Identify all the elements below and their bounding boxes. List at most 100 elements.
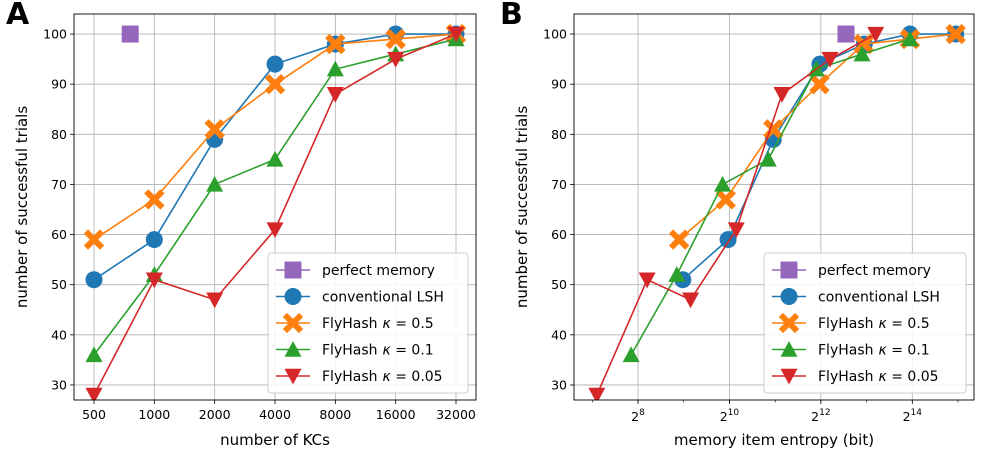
point-fh005 <box>85 387 103 400</box>
point-fh005 <box>638 272 656 289</box>
x-tick-label: 210 <box>720 408 740 424</box>
panel-letter-b: B <box>500 0 523 32</box>
x-axis-label: memory item entropy (bit) <box>674 431 874 449</box>
point-fh005 <box>821 51 839 68</box>
y-tick-label: 40 <box>551 327 567 342</box>
point-fh05 <box>204 119 225 140</box>
point-fh005 <box>145 272 163 289</box>
legend-marker-fh01 <box>780 341 798 357</box>
legend: perfect memory conventional LSH FlyHash κ =… <box>267 252 469 394</box>
y-tick-label: 60 <box>51 227 67 242</box>
x-axis-label: number of KCs <box>220 431 330 449</box>
panel-letter-a: A <box>6 0 30 32</box>
point-fh01 <box>901 30 919 47</box>
point-fh05 <box>715 189 736 210</box>
y-axis-label: number of successful trials <box>513 106 531 309</box>
point-perfect <box>837 25 855 43</box>
x-tick-label: 2000 <box>199 407 231 422</box>
legend-marker-perfect <box>284 261 302 279</box>
legend-label: FlyHash κ = 0.05 <box>818 369 939 385</box>
y-tick-label: 40 <box>51 327 67 342</box>
point-fh05 <box>264 74 286 95</box>
y-tick-label: 70 <box>551 177 567 192</box>
y-tick-label: 80 <box>51 127 67 142</box>
point-fh005 <box>773 86 791 103</box>
point-fh01 <box>622 346 640 363</box>
legend-marker-fh01 <box>284 341 302 357</box>
legend-item-fh05: FlyHash κ = 0.5 <box>276 312 434 334</box>
legend-item-conventional: conventional LSH <box>276 288 444 306</box>
x-tick-label: 32000 <box>436 407 476 422</box>
y-tick-label: 70 <box>51 177 67 192</box>
point-fh005 <box>206 292 224 309</box>
legend-marker-fh05 <box>778 312 800 334</box>
point-conventional <box>266 55 284 73</box>
point-fh05 <box>668 229 690 250</box>
point-fh01 <box>853 45 871 62</box>
chart-panel-a: 30 40 50 60 70 80 90 100 500 1000 2000 4000 8000 1600… <box>13 13 477 449</box>
point-fh05 <box>809 74 830 95</box>
legend: perfect memory conventional LSH FlyHash κ =… <box>763 252 967 394</box>
point-fh01 <box>326 60 344 77</box>
point-fh01 <box>85 346 103 363</box>
point-conventional <box>145 231 163 249</box>
point-conventional <box>85 271 103 289</box>
point-fh005 <box>387 51 405 68</box>
legend-item-perfect: perfect memory <box>772 261 931 279</box>
y-tick-label: 30 <box>551 377 567 392</box>
x-tick-label: 16000 <box>376 407 416 422</box>
point-fh005 <box>727 222 745 239</box>
point-fh005 <box>326 86 344 103</box>
point-fh01 <box>266 150 284 167</box>
point-fh005 <box>266 222 284 239</box>
point-fh01 <box>668 266 686 282</box>
axes-frame <box>73 13 477 401</box>
legend-item-fh005: FlyHash κ = 0.05 <box>772 368 939 385</box>
x-tick-label: 1000 <box>138 407 170 422</box>
point-fh005 <box>447 26 465 43</box>
legend-item-perfect: perfect memory <box>276 261 435 279</box>
y-tick-label: 90 <box>51 77 67 92</box>
point-fh005 <box>867 26 885 43</box>
x-tick-label: 214 <box>903 408 923 424</box>
y-tick-label: 50 <box>551 277 567 292</box>
axes-frame <box>573 13 975 401</box>
point-fh05 <box>385 28 406 50</box>
y-tick-label: 100 <box>543 27 567 42</box>
point-fh05 <box>853 33 875 55</box>
legend-item-fh05: FlyHash κ = 0.5 <box>772 312 930 334</box>
y-tick-label: 60 <box>551 227 567 242</box>
point-perfect <box>121 25 139 43</box>
y-tick-label: 90 <box>551 77 567 92</box>
point-fh05 <box>945 23 966 45</box>
x-tick-label: 8000 <box>319 407 351 422</box>
y-tick-label: 30 <box>51 377 67 392</box>
y-axis-label: number of successful trials <box>13 106 31 309</box>
legend-marker-fh005 <box>780 368 798 385</box>
legend-marker-perfect <box>780 261 798 279</box>
x-tick-label: 212 <box>811 408 830 424</box>
point-fh01 <box>206 175 224 192</box>
legend-label: perfect memory <box>818 263 931 279</box>
point-fh005 <box>588 387 606 400</box>
point-fh01 <box>714 175 732 192</box>
legend-label: FlyHash κ = 0.05 <box>322 369 443 385</box>
legend-marker-conventional <box>284 288 302 305</box>
legend-box <box>267 252 469 394</box>
legend-box <box>763 252 967 394</box>
point-fh01 <box>759 150 777 167</box>
legend-label: perfect memory <box>322 263 435 279</box>
series-group <box>83 23 467 400</box>
legend-marker-conventional <box>780 288 798 305</box>
x-tick-label: 4000 <box>259 407 291 422</box>
y-tick-label: 50 <box>51 277 67 292</box>
point-fh05 <box>325 33 346 55</box>
y-tick-label: 80 <box>551 127 567 142</box>
legend-label: conventional LSH <box>818 290 940 306</box>
legend-item-conventional: conventional LSH <box>772 288 940 306</box>
point-fh005 <box>682 292 700 309</box>
legend-item-fh005: FlyHash κ = 0.05 <box>276 368 443 385</box>
legend-label: conventional LSH <box>322 290 444 306</box>
x-tick-label: 500 <box>82 407 106 422</box>
